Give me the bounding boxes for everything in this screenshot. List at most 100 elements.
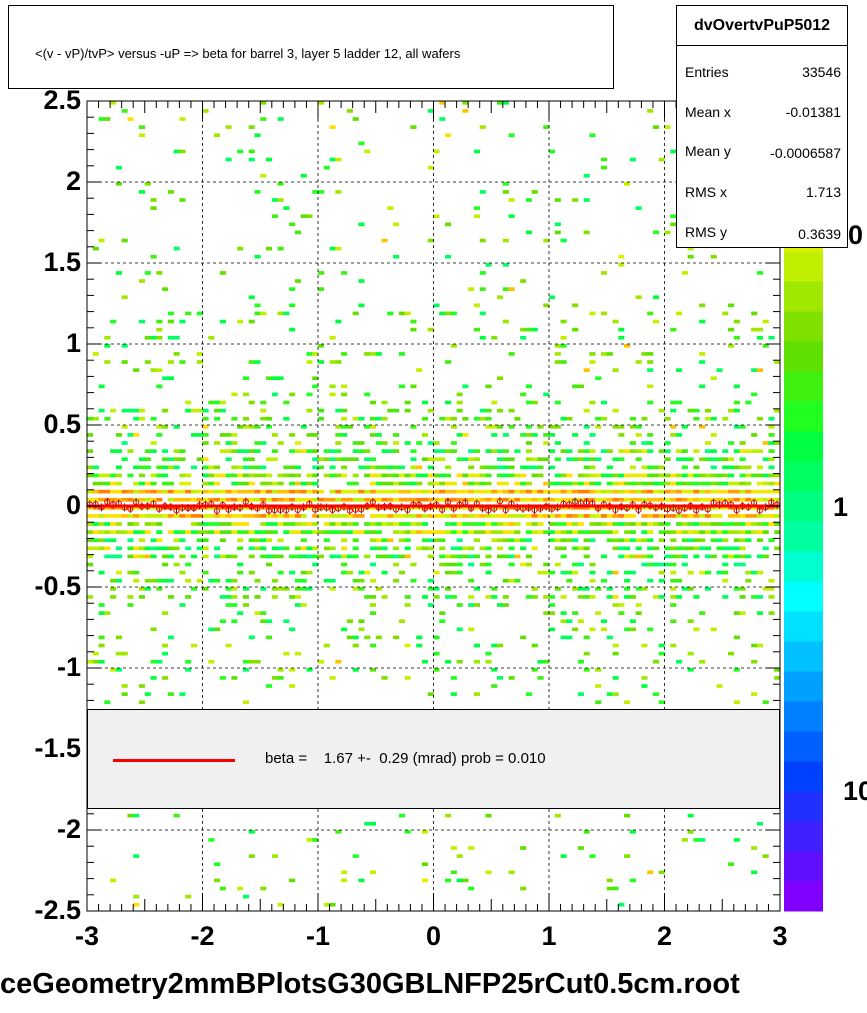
heatmap-cell (167, 319, 174, 324)
heatmap-cell (589, 473, 596, 478)
heatmap-cell (318, 360, 325, 364)
entries-label: Entries (685, 64, 729, 80)
heatmap-cell (676, 522, 683, 526)
heatmap-cell (179, 457, 186, 462)
heatmap-cell (693, 522, 700, 526)
heatmap-cell (676, 659, 683, 664)
heatmap-cell (751, 506, 758, 510)
heatmap-cell (242, 489, 249, 494)
heatmap-cell (768, 335, 775, 340)
heatmap-cell (641, 497, 648, 502)
heatmap-cell (404, 603, 411, 607)
heatmap-cell (606, 465, 613, 470)
heatmap-cell (277, 481, 284, 486)
heatmap-cell (271, 497, 278, 502)
heatmap-cell (647, 489, 654, 494)
heatmap-cell (439, 449, 446, 453)
heatmap-cell (572, 198, 579, 202)
heatmap-cell (433, 668, 440, 672)
heatmap-cell (681, 554, 688, 559)
heatmap-cell (629, 481, 636, 486)
heatmap-cell (127, 522, 134, 526)
heatmap-cell (531, 522, 538, 526)
heatmap-cell (98, 538, 105, 543)
heatmap-cell (104, 538, 111, 543)
heatmap-cell (756, 522, 763, 526)
x-tick-label: -2 (190, 921, 215, 951)
heatmap-cell (560, 619, 567, 624)
heatmap-cell (335, 830, 342, 834)
heatmap-cell (162, 457, 169, 462)
heatmap-cell (179, 570, 186, 575)
heatmap-cell (774, 489, 781, 494)
heatmap-cell (202, 489, 209, 494)
heatmap-cell (404, 514, 411, 518)
heatmap-cell (710, 254, 717, 259)
heatmap-cell (335, 522, 342, 526)
heatmap-cell (485, 514, 492, 518)
heatmap-cell (647, 870, 654, 875)
heatmap-cell (762, 587, 769, 591)
heatmap-cell (491, 433, 498, 437)
heatmap-cell (427, 546, 434, 551)
heatmap-cell (566, 514, 573, 518)
heatmap-cell (479, 489, 486, 494)
heatmap-cell (543, 514, 550, 518)
heatmap-cell (670, 562, 677, 567)
heatmap-cell (358, 878, 365, 883)
heatmap-cell (329, 246, 336, 251)
heatmap-cell (468, 465, 475, 470)
heatmap-cell (670, 546, 677, 551)
heatmap-cell (525, 514, 532, 518)
heatmap-cell (318, 465, 325, 470)
palette-cell (784, 581, 823, 612)
heatmap-cell (294, 554, 301, 559)
heatmap-cell (624, 522, 631, 526)
heatmap-cell (497, 295, 504, 300)
heatmap-cell (318, 530, 325, 534)
heatmap-cell (612, 603, 619, 607)
heatmap-cell (577, 619, 584, 624)
heatmap-cell (219, 433, 226, 437)
heatmap-cell (167, 489, 174, 494)
heatmap-cell (318, 344, 325, 348)
heatmap-cell (647, 546, 654, 551)
heatmap-cell (722, 465, 729, 470)
heatmap-cell (456, 514, 463, 518)
heatmap-cell (185, 595, 192, 599)
heatmap-cell (762, 530, 769, 534)
heatmap-cell (572, 627, 579, 632)
heatmap-cell (410, 514, 417, 518)
heatmap-cell (375, 546, 382, 551)
heatmap-cell (739, 587, 746, 591)
palette-cell (784, 641, 823, 672)
heatmap-cell (312, 838, 319, 842)
heatmap-cell (762, 514, 769, 518)
heatmap-cell (468, 627, 475, 632)
heatmap-cell (450, 554, 457, 559)
heatmap-cell (260, 441, 267, 445)
heatmap-cell (323, 902, 330, 907)
heatmap-cell (341, 489, 348, 494)
heatmap-cell (254, 254, 261, 259)
heatmap-cell (242, 659, 249, 664)
heatmap-cell (335, 246, 342, 251)
heatmap-cell (618, 449, 625, 453)
heatmap-cell (635, 206, 642, 210)
heatmap-cell (751, 433, 758, 437)
palette-cell (784, 521, 823, 552)
heatmap-cell (491, 335, 498, 340)
heatmap-cell (115, 530, 122, 534)
heatmap-cell (248, 554, 255, 559)
heatmap-cell (589, 595, 596, 599)
heatmap-cell (600, 449, 608, 453)
heatmap-cell (375, 441, 382, 445)
heatmap-cell (121, 514, 128, 518)
heatmap-cell (456, 878, 463, 883)
heatmap-cell (248, 481, 255, 486)
heatmap-cell (641, 441, 648, 445)
heatmap-cell (462, 101, 469, 105)
heatmap-cell (87, 465, 94, 470)
heatmap-cell (346, 514, 353, 518)
heatmap-cell (670, 587, 677, 591)
